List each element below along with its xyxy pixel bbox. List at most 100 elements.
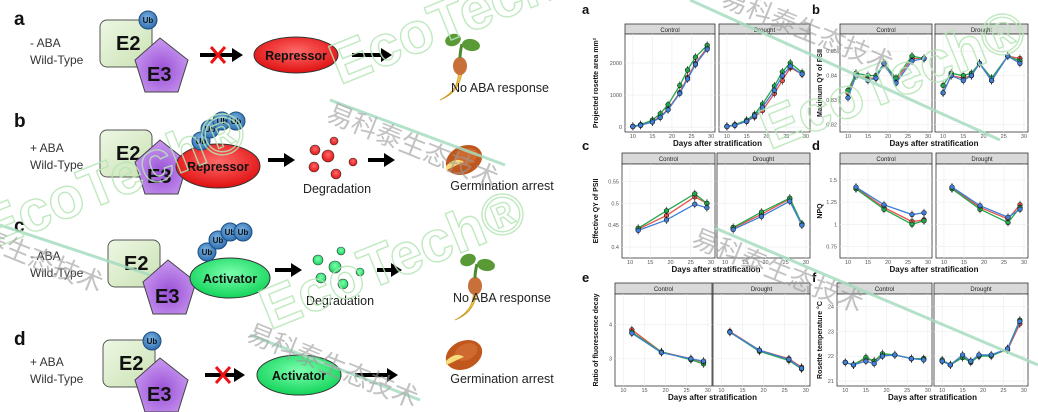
x-tick-label: 15 (863, 388, 869, 394)
e2-label: E2 (116, 33, 140, 55)
data-point (909, 58, 915, 64)
aba-condition: + ABA (30, 141, 64, 155)
data-point (692, 54, 699, 60)
genotype-label: Wild-Type (30, 266, 84, 280)
y-axis-label: Rosette temperature °C (816, 301, 824, 379)
x-tick-label: 20 (981, 260, 987, 266)
data-point (879, 353, 886, 359)
ubiquitin-icon (142, 331, 162, 351)
x-tick-label: 25 (904, 388, 910, 394)
series-line (637, 203, 708, 232)
facet-title: Drought (753, 157, 775, 163)
x-tick-label: 15 (960, 134, 966, 140)
plot-area (614, 293, 713, 387)
outcome-label: Germination arrest (450, 179, 554, 193)
data-point (989, 77, 995, 84)
arrowhead-icon (284, 153, 295, 167)
y-tick-label: 0.4 (611, 245, 619, 251)
data-point (663, 208, 670, 214)
x-tick-label: 15 (739, 388, 745, 394)
chart-letter: b (812, 2, 820, 17)
data-point (948, 73, 954, 79)
facet-drought: Drought 10 15 20 25 30 (934, 23, 1029, 140)
x-axis-label: Days after stratification (888, 393, 977, 402)
outcome-label: Germination arrest (450, 372, 554, 386)
degraded-fragment (328, 260, 342, 274)
x-axis-label: Days after stratification (890, 265, 979, 274)
data-point (798, 365, 805, 371)
degraded-fragment (336, 246, 346, 256)
x-tick-label: 20 (761, 388, 767, 394)
series-line (732, 197, 803, 228)
degraded-fragment (309, 144, 321, 156)
genotype-label: Wild-Type (30, 158, 84, 172)
panel-a: a - ABA Wild-Type E2 E3 Repressor Ub No ABA re… (14, 9, 549, 101)
ub-label: Ub (143, 16, 154, 25)
ub-label: Ub (213, 236, 224, 245)
y-tick-label: 23 (828, 329, 834, 335)
facet-title: Control (659, 157, 678, 163)
data-point (1017, 318, 1023, 324)
degraded-fragment (315, 272, 327, 284)
data-point (658, 350, 664, 356)
ub-label: Ub (225, 228, 236, 237)
x-tick-label: 20 (667, 260, 673, 266)
degraded-fragment (348, 157, 358, 167)
y-axis-label: Maximum QY of PSII (817, 49, 824, 117)
x-tick-label: 25 (782, 388, 788, 394)
series-line (855, 188, 925, 226)
arrowhead-icon (232, 48, 243, 62)
series-line (951, 188, 1021, 224)
data-point (638, 122, 644, 128)
arrowhead-icon (291, 263, 302, 277)
x-axis-label: Days after stratification (890, 139, 979, 148)
data-point (744, 118, 750, 124)
data-point (976, 352, 982, 358)
panel-letter: a (14, 9, 25, 30)
facet-control: Control 10 15 20 25 30 0.4 0.45 0.5 0.55 (608, 152, 716, 266)
target-label: Repressor (265, 49, 327, 63)
x-tick-label: 20 (885, 134, 891, 140)
data-point (921, 357, 927, 363)
x-tick-label: 30 (803, 388, 809, 394)
data-point (685, 67, 691, 73)
y-tick-label: 0.83 (826, 98, 837, 104)
x-tick-label: 10 (627, 260, 633, 266)
y-tick-label: 3 (609, 357, 612, 363)
degraded-fragment (330, 168, 342, 180)
data-point (787, 198, 793, 204)
data-point (799, 71, 805, 77)
target-label: Activator (203, 272, 257, 286)
aba-condition: - ABA (30, 36, 61, 50)
data-point (692, 61, 699, 68)
data-point (909, 211, 915, 218)
x-tick-label: 20 (663, 388, 669, 394)
arrowhead-icon (384, 153, 395, 167)
e2-label: E2 (119, 353, 143, 375)
arrowhead-icon (234, 368, 245, 382)
facet-drought: Drought 10 15 20 25 30 (933, 282, 1029, 394)
facet-title: Drought (971, 157, 993, 163)
data-point (732, 122, 738, 128)
facet-title: Control (876, 157, 895, 163)
data-point (688, 356, 694, 362)
data-point (692, 191, 698, 197)
data-point (649, 119, 655, 125)
y-tick-label: 0.82 (826, 123, 837, 129)
x-tick-label: 10 (722, 260, 728, 266)
x-tick-label: 30 (705, 388, 711, 394)
data-point (871, 361, 877, 367)
plot-area (624, 33, 716, 133)
y-tick-label: 4 (609, 323, 612, 329)
panel-letter: b (14, 111, 26, 132)
plot-area (839, 33, 933, 133)
x-axis-label: Days after stratification (673, 139, 762, 148)
x-tick-label: 15 (649, 134, 655, 140)
ub-label: Ub (205, 125, 216, 134)
data-point (939, 358, 945, 364)
x-tick-label: 25 (1000, 388, 1006, 394)
x-tick-label: 30 (1021, 388, 1027, 394)
